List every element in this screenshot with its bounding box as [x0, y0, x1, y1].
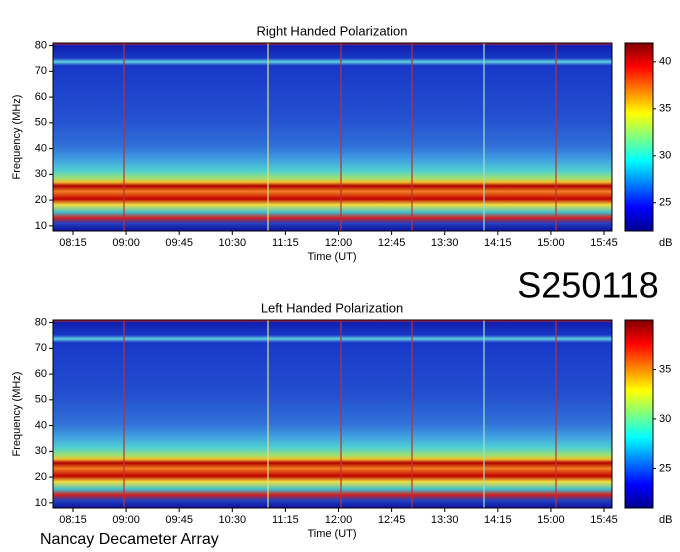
- x-tick-label: 14:15: [484, 514, 512, 526]
- x-tick-label: 15:45: [590, 514, 618, 526]
- colorbar-tick-label: 40: [659, 56, 671, 68]
- spectrogram: [53, 43, 612, 231]
- colorbar-tick-label: 25: [659, 197, 671, 209]
- y-tick-label: 40: [35, 142, 47, 154]
- colorbar-tick-label: 35: [659, 363, 671, 375]
- observation-id: S250118: [517, 265, 658, 306]
- x-tick-label: 12:00: [325, 514, 353, 526]
- x-tick-label: 12:00: [325, 237, 353, 249]
- colorbar-tick-label: 25: [659, 462, 671, 474]
- x-tick-label: 09:00: [112, 237, 140, 249]
- y-tick-label: 40: [35, 419, 47, 431]
- y-tick-label: 70: [35, 65, 47, 77]
- x-axis-label: Time (UT): [307, 251, 356, 263]
- y-tick-label: 30: [35, 445, 47, 457]
- y-tick-label: 60: [35, 91, 47, 103]
- y-tick-label: 10: [35, 220, 47, 232]
- y-axis-label: Frequency (MHz): [11, 372, 23, 457]
- colorbar-tick-label: 30: [659, 150, 671, 162]
- y-tick-label: 80: [35, 316, 47, 328]
- colorbar: [624, 42, 654, 232]
- x-axis-label: Time (UT): [307, 528, 356, 540]
- colorbar: [624, 319, 654, 509]
- spectrogram: [53, 320, 612, 508]
- x-tick-label: 12:45: [378, 237, 406, 249]
- x-tick-label: 13:30: [431, 237, 459, 249]
- x-tick-label: 09:45: [165, 237, 193, 249]
- x-tick-label: 09:00: [112, 514, 140, 526]
- chart-title: Left Handed Polarization: [261, 300, 403, 315]
- x-tick-label: 15:00: [537, 237, 565, 249]
- y-tick-label: 60: [35, 368, 47, 380]
- colorbar-tick-label: 35: [659, 103, 671, 115]
- x-tick-label: 14:15: [484, 237, 512, 249]
- x-tick-label: 10:30: [219, 514, 247, 526]
- y-tick-label: 50: [35, 117, 47, 129]
- x-tick-label: 08:15: [59, 237, 87, 249]
- x-tick-label: 11:15: [272, 237, 299, 249]
- y-axis-label: Frequency (MHz): [11, 95, 23, 180]
- colorbar-label: dB: [659, 514, 672, 526]
- x-tick-label: 09:45: [165, 514, 193, 526]
- y-tick-label: 80: [35, 39, 47, 51]
- y-tick-label: 20: [35, 471, 47, 483]
- plot-frame: [52, 319, 613, 509]
- x-tick-label: 11:15: [272, 514, 299, 526]
- plot-frame: [52, 42, 613, 232]
- x-tick-label: 15:45: [590, 237, 618, 249]
- x-tick-label: 08:15: [59, 514, 87, 526]
- y-tick-label: 10: [35, 497, 47, 509]
- y-tick-label: 30: [35, 168, 47, 180]
- y-tick-label: 50: [35, 394, 47, 406]
- footer: Nancay Decameter Array: [40, 531, 219, 548]
- y-tick-label: 70: [35, 342, 47, 354]
- x-tick-label: 12:45: [378, 514, 406, 526]
- x-tick-label: 15:00: [537, 514, 565, 526]
- colorbar-label: dB: [659, 237, 672, 249]
- chart-title: Right Handed Polarization: [256, 23, 407, 38]
- y-tick-label: 20: [35, 194, 47, 206]
- x-tick-label: 10:30: [219, 237, 247, 249]
- colorbar-tick-label: 30: [659, 413, 671, 425]
- x-tick-label: 13:30: [431, 514, 459, 526]
